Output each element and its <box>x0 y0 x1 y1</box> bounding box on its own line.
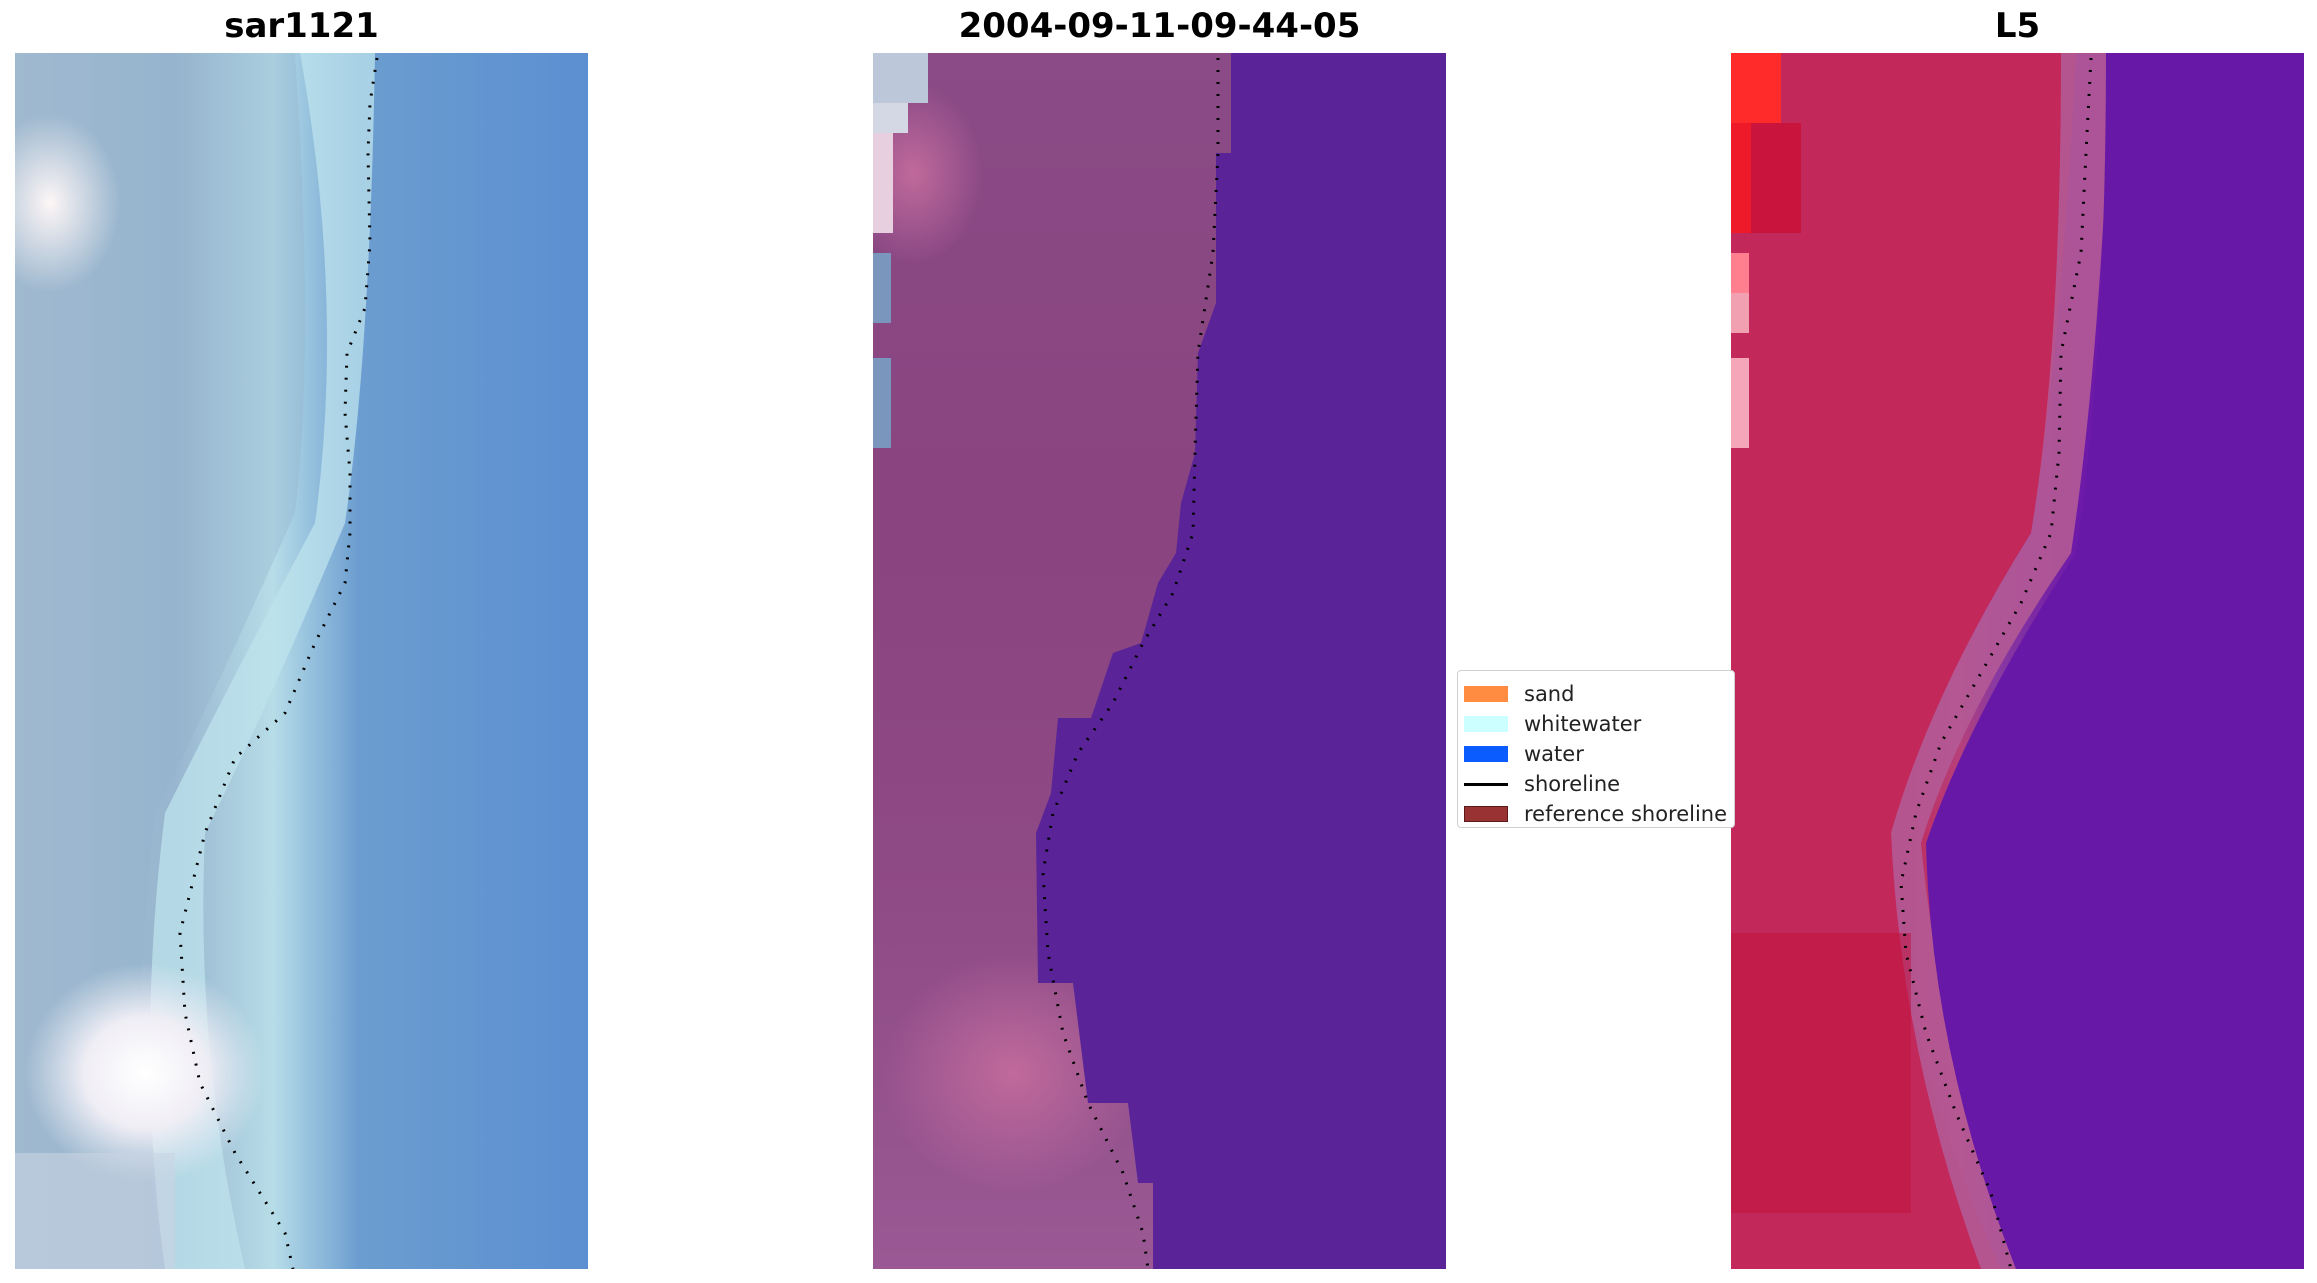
legend-label: water <box>1524 742 1584 766</box>
legend-label: shoreline <box>1524 772 1621 796</box>
rgb-image-panel <box>15 53 588 1269</box>
whitewater-swatch <box>1464 716 1508 732</box>
reference-shoreline-swatch <box>1464 806 1508 822</box>
legend-label: sand <box>1524 682 1575 706</box>
shoreline <box>1899 57 2093 1269</box>
legend-item-shoreline: shoreline <box>1464 769 1620 799</box>
sand-swatch <box>1464 686 1508 702</box>
legend-item-water: water <box>1464 739 1584 769</box>
legend-item-reference-shoreline: reference shoreline <box>1464 799 1727 829</box>
panel-title-rgb: sar1121 <box>224 6 379 46</box>
legend-label: whitewater <box>1524 712 1642 736</box>
shoreline-line-swatch <box>1464 782 1508 786</box>
legend-label: reference shoreline <box>1524 802 1728 826</box>
water-region <box>1036 53 1446 1269</box>
index-image-panel <box>1731 53 2304 1269</box>
legend-item-whitewater: whitewater <box>1464 709 1641 739</box>
legend-item-sand: sand <box>1464 679 1574 709</box>
panel-title-index: L5 <box>1994 6 2041 46</box>
classified-image-panel <box>873 53 1446 1269</box>
legend: sand whitewater water shoreline referenc… <box>1457 670 1735 828</box>
water-swatch <box>1464 746 1508 762</box>
panel-title-classified: 2004-09-11-09-44-05 <box>958 6 1361 46</box>
